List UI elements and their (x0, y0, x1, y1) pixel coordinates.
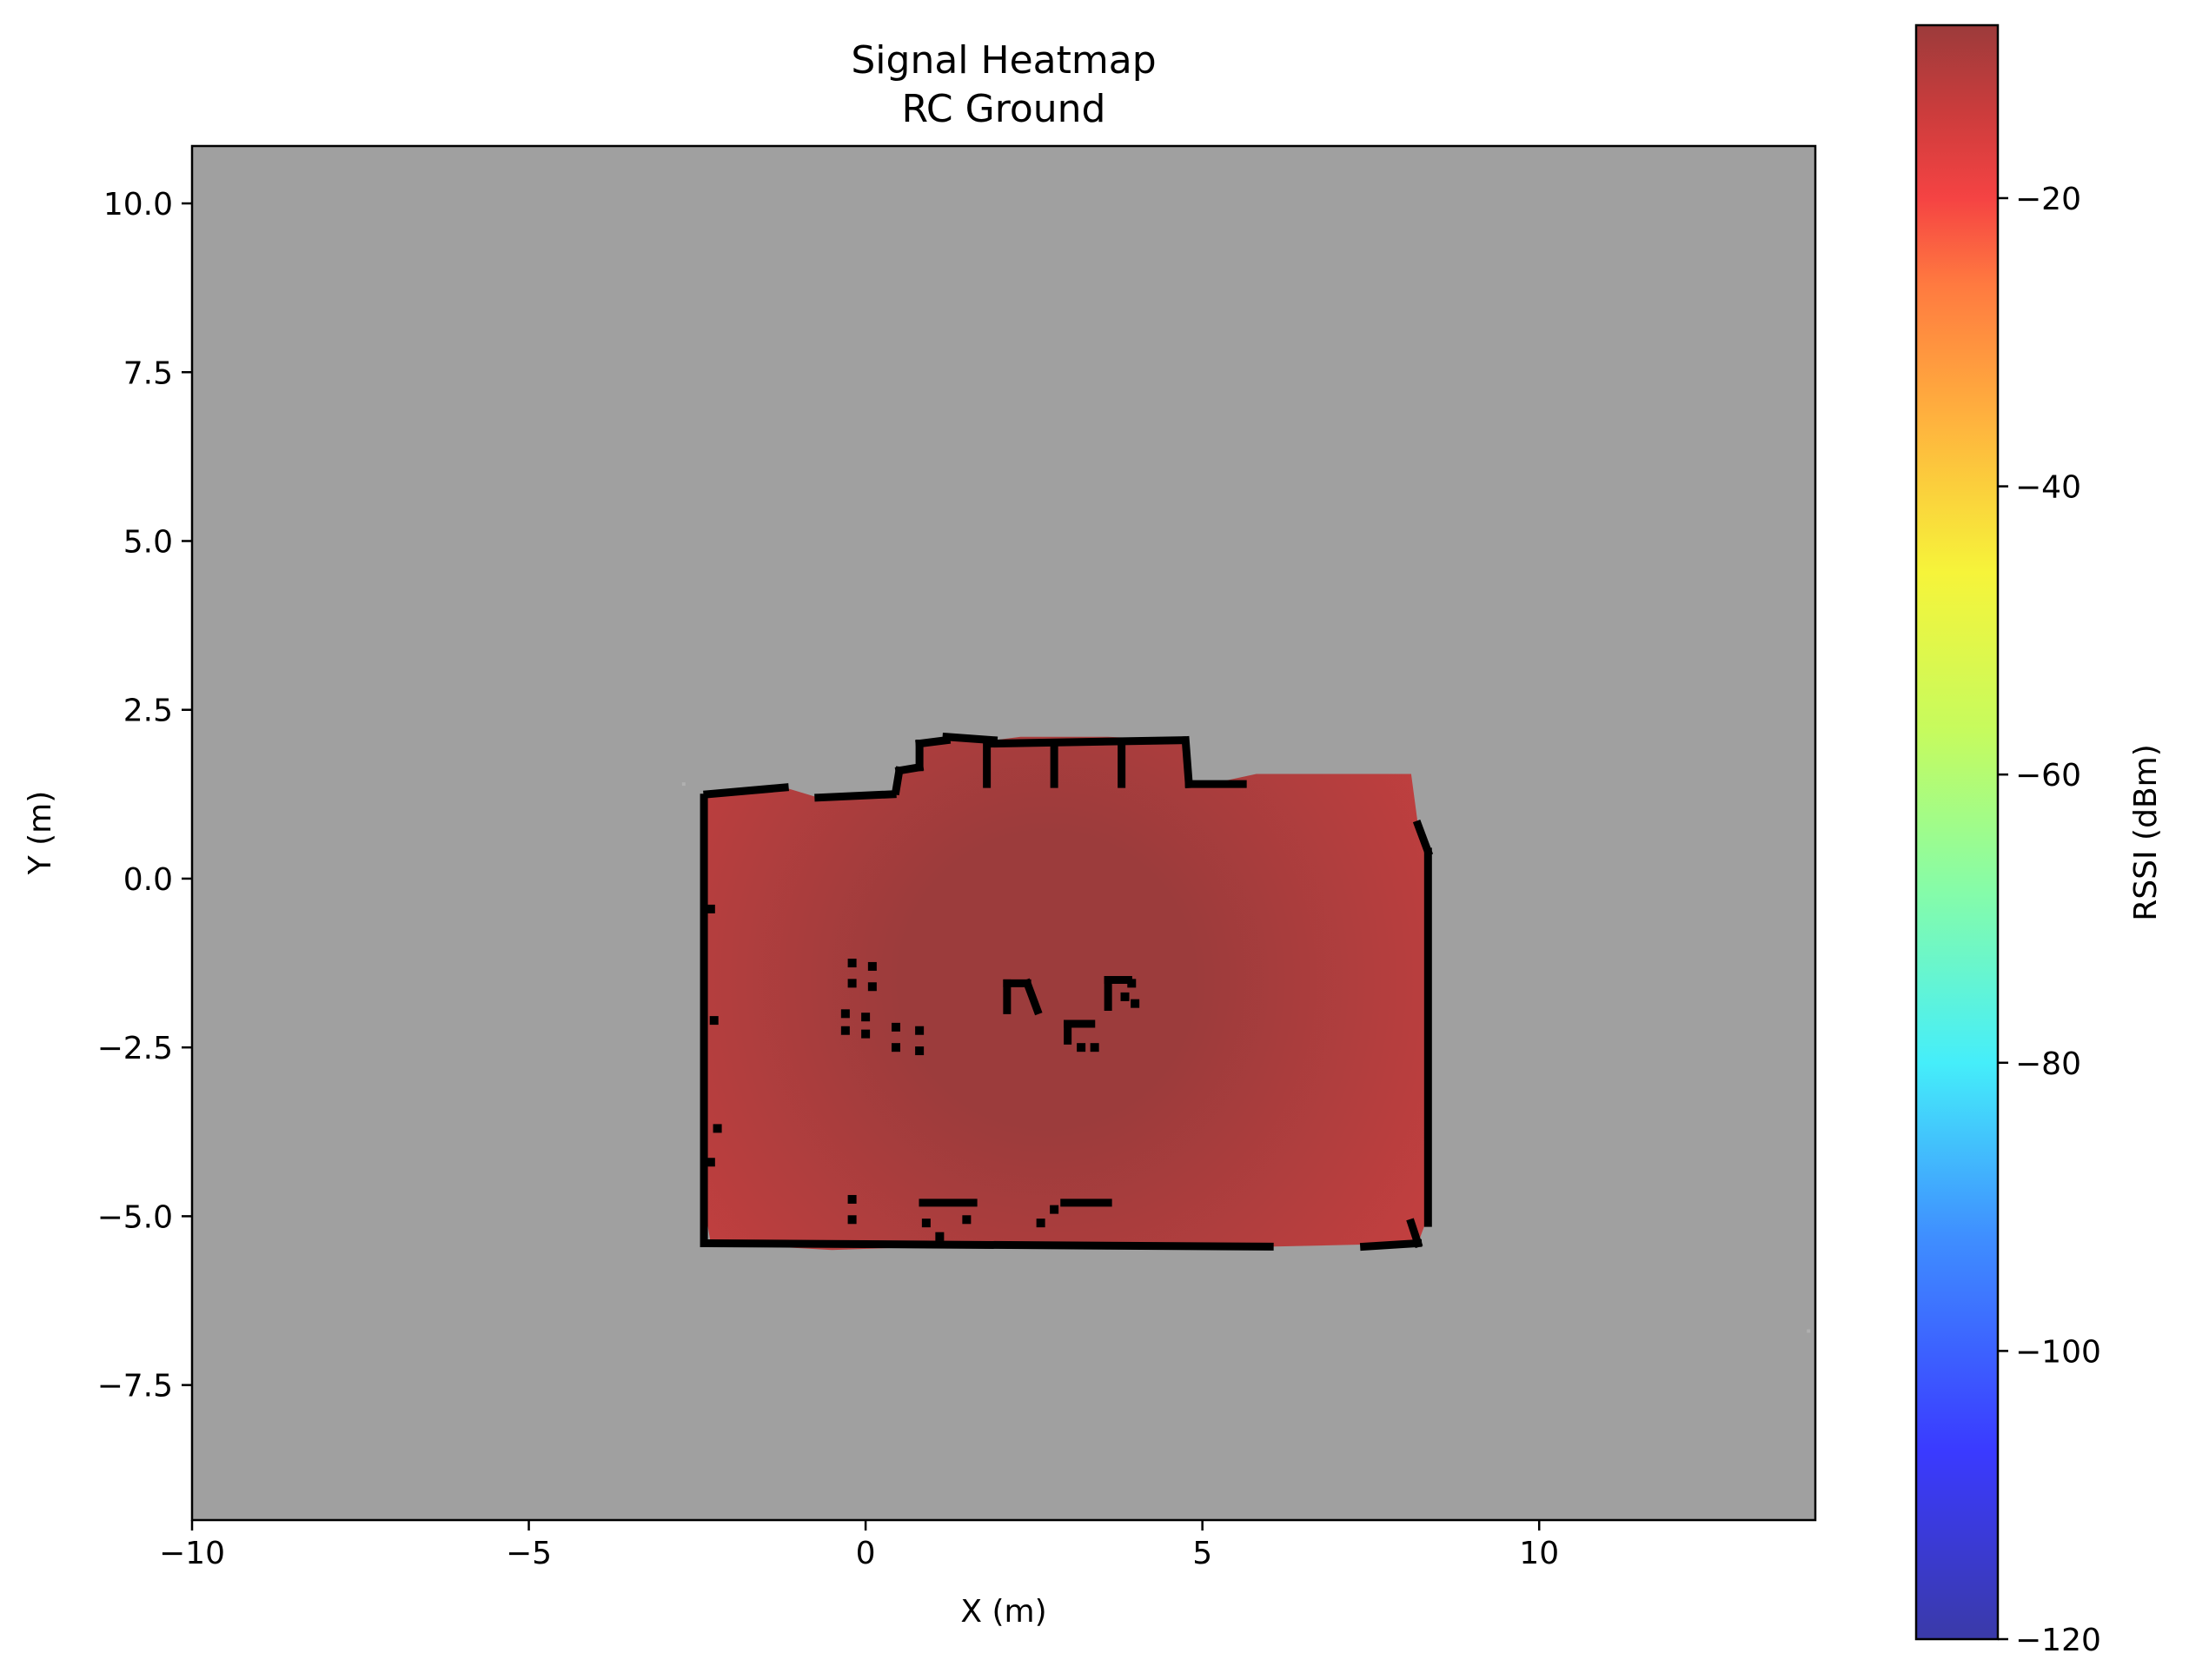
colorbar-tick-label: −60 (2015, 758, 2081, 794)
chart-title: Signal Heatmap (851, 38, 1156, 83)
obstacle-mark (891, 1043, 900, 1052)
obstacle-mark (962, 1215, 972, 1225)
obstacle-mark (840, 1026, 850, 1035)
wall-segment (1022, 978, 1043, 1016)
y-tick-label: −5.0 (97, 1199, 173, 1235)
colorbar-tick-label: −120 (2015, 1623, 2101, 1658)
colorbar-tick-label: −100 (2015, 1334, 2101, 1370)
wall-segment (942, 732, 998, 745)
obstacle-mark (867, 982, 877, 992)
x-axis: −10 −5 0 5 10 (159, 1520, 1559, 1571)
wall-segment (703, 783, 789, 799)
coverage-region (704, 736, 1429, 1251)
colorbar-fill (1916, 25, 1998, 1639)
obstacle-mark (709, 1016, 719, 1026)
obstacle-mark (847, 1215, 857, 1225)
obstacle-mark (713, 1124, 722, 1133)
x-tick-label: 5 (1192, 1536, 1212, 1571)
colorbar-tick-label: −80 (2015, 1046, 2081, 1082)
obstacle-mark (847, 959, 857, 968)
faint-mark (681, 782, 686, 787)
obstacle-mark (1050, 1205, 1059, 1214)
obstacle-mark (891, 1022, 900, 1032)
wall-segment (915, 735, 952, 748)
coverage-layer (681, 732, 1811, 1333)
y-tick-label: 7.5 (123, 355, 173, 391)
colorbar-label: RSSI (dBm) (2128, 744, 2164, 920)
obstacle-mark (706, 904, 715, 913)
x-tick-label: 10 (1519, 1536, 1559, 1571)
obstacle-mark (1090, 1043, 1099, 1052)
y-axis-label: Y (m) (23, 791, 58, 876)
colorbar-tick-label: −40 (2015, 470, 2081, 506)
obstacle-mark (867, 961, 877, 971)
obstacle-mark (847, 979, 857, 988)
y-tick-label: 2.5 (123, 694, 173, 729)
colorbar-ticks: −20 −40 −60 −80 −100 −120 (1998, 182, 2101, 1658)
x-tick-label: 0 (856, 1536, 876, 1571)
y-tick-label: 10.0 (103, 187, 173, 222)
obstacle-mark (1131, 999, 1140, 1008)
x-tick-label: −5 (506, 1536, 552, 1571)
obstacle-mark (861, 1013, 871, 1022)
obstacle-mark (915, 1046, 925, 1056)
obstacle-mark (1077, 1043, 1086, 1052)
wall-segment (814, 790, 897, 802)
obstacle-mark (1120, 992, 1130, 1001)
faint-mark (1807, 1329, 1811, 1333)
wall-segment (1412, 819, 1434, 857)
obstacle-mark (847, 1194, 857, 1204)
y-axis: 10.0 7.5 5.0 2.5 0.0 −2.5 −5.0 −7.5 (97, 187, 192, 1404)
y-tick-label: 0.0 (123, 862, 173, 898)
obstacle-mark (921, 1218, 931, 1228)
colorbar: −20 −40 −60 −80 −100 −120 RSSI (dBm) (1914, 23, 2164, 1658)
y-tick-label: −7.5 (97, 1369, 173, 1404)
wall-segment (706, 1238, 1274, 1251)
obstacle-mark (840, 1009, 850, 1019)
x-tick-label: −10 (159, 1536, 225, 1571)
x-axis-label: X (m) (960, 1594, 1046, 1630)
obstacle-mark (706, 1158, 715, 1167)
plot-area (190, 144, 1817, 1522)
wall-segment (989, 736, 1186, 748)
obstacle-mark (1036, 1218, 1045, 1228)
colorbar-frame (1914, 23, 2000, 1641)
wall-segment (1359, 1238, 1423, 1252)
obstacle-mark (915, 1026, 925, 1035)
y-tick-label: 5.0 (123, 524, 173, 560)
obstacle-mark (861, 1029, 871, 1039)
wall-segment (1181, 735, 1193, 789)
plot-frame (190, 144, 1817, 1522)
chart-subtitle: RC Ground (902, 87, 1106, 131)
obstacle-mark (935, 1232, 945, 1241)
obstacle-mark (1127, 979, 1137, 988)
colorbar-tick-label: −20 (2015, 182, 2081, 217)
y-tick-label: −2.5 (97, 1031, 173, 1066)
